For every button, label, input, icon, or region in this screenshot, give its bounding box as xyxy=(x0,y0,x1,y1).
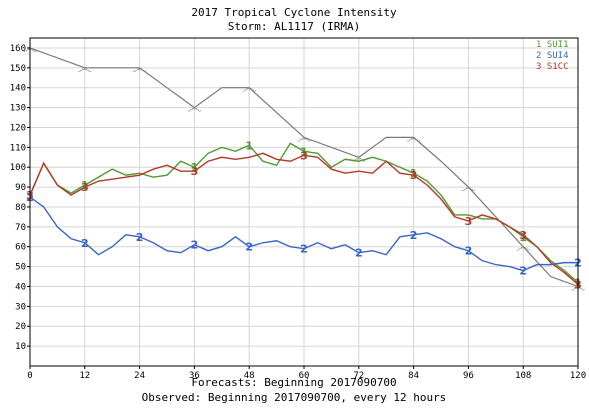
x-tick-label: 120 xyxy=(570,371,586,381)
x-tick-label: 60 xyxy=(299,371,310,381)
y-tick-label: 80 xyxy=(15,203,26,213)
observed-storm-symbol: ෴ xyxy=(78,59,92,77)
series-marker: 2 xyxy=(136,231,144,244)
y-tick-label: 30 xyxy=(15,302,26,312)
y-tick-label: 40 xyxy=(15,282,26,292)
series-marker: 2 xyxy=(355,247,363,260)
y-axis: 10 20 30 40 50 60 70 80 90 100 110 120 130 140 150 160 xyxy=(10,44,30,352)
series-line-sui4 xyxy=(29,196,578,272)
series-marker: 1 xyxy=(191,161,199,174)
series-marker: 3 xyxy=(300,149,308,162)
legend-entry: 3 S1CC xyxy=(536,62,569,72)
series-marker: 1 xyxy=(81,179,89,192)
x-tick-label: 84 xyxy=(408,371,419,381)
y-tick-label: 50 xyxy=(15,263,26,273)
y-tick-label: 150 xyxy=(10,64,26,74)
x-axis: 0 12 24 36 48 60 72 84 96 108 120 xyxy=(27,366,586,381)
series-marker: 2 xyxy=(519,265,527,278)
series-marker: 2 xyxy=(410,229,418,242)
plot-frame xyxy=(29,37,579,367)
x-tick-label: 12 xyxy=(79,371,90,381)
series-marker: 3 xyxy=(465,215,473,228)
y-tick-label: 60 xyxy=(15,243,26,253)
chart-subtitle: Storm: AL1117 (IRMA) xyxy=(228,20,360,33)
observed-storm-symbol: ෴ xyxy=(132,59,146,77)
series-marker: 2 xyxy=(465,245,473,258)
y-tick-label: 10 xyxy=(15,342,26,352)
legend-entry: 1 SUI1 xyxy=(536,40,569,50)
observed-storm-symbol: ෴ xyxy=(352,148,366,166)
series-marker: 1 xyxy=(245,139,253,152)
y-tick-label: 110 xyxy=(10,143,26,153)
series-marker: 1 xyxy=(300,145,308,158)
y-tick-label: 160 xyxy=(10,44,26,54)
series-line-s1cc xyxy=(29,152,579,286)
observed-storm-symbol: ෴ xyxy=(461,178,475,196)
forecast-series xyxy=(29,142,579,286)
y-tick-label: 130 xyxy=(10,104,26,114)
x-tick-label: 0 xyxy=(27,371,32,381)
series-marker: 2 xyxy=(191,239,199,252)
y-tick-label: 140 xyxy=(10,84,26,94)
footer-observed: Observed: Beginning 2017090700, every 12… xyxy=(142,391,447,404)
footer-forecasts: Forecasts: Beginning 2017090700 xyxy=(191,376,396,389)
series-marker: 2 xyxy=(245,241,253,254)
y-tick-label: 20 xyxy=(15,322,26,332)
y-tick-label: 70 xyxy=(15,223,26,233)
y-tick-label: 120 xyxy=(10,123,26,133)
y-tick-label: 100 xyxy=(10,163,26,173)
x-tick-label: 48 xyxy=(244,371,255,381)
series-marker: 3 xyxy=(81,181,89,194)
observed-storm-symbol: ෴ xyxy=(516,238,530,256)
series-marker: 2 xyxy=(81,237,89,250)
x-tick-label: 96 xyxy=(463,371,474,381)
observed-storm-symbol: ෴ xyxy=(406,128,420,146)
series-marker: 1 xyxy=(519,231,527,244)
series-marker: 3 xyxy=(519,229,527,242)
x-tick-label: 24 xyxy=(134,371,145,381)
series-marker: 1 xyxy=(410,167,418,180)
series-marker: 3 xyxy=(410,169,418,182)
series-marker: 3 xyxy=(191,165,199,178)
x-tick-label: 108 xyxy=(515,371,531,381)
series-line-sui1 xyxy=(29,142,579,284)
x-tick-label: 36 xyxy=(189,371,200,381)
observed-storm-symbol: ෴ xyxy=(242,79,256,97)
observed-storm-symbol: ෴ xyxy=(187,99,201,117)
series-marker: 2 xyxy=(300,243,308,256)
legend-entry: 2 SUI4 xyxy=(536,51,569,61)
chart-title: 2017 Tropical Cyclone Intensity xyxy=(191,6,397,19)
y-tick-label: 90 xyxy=(15,183,26,193)
observed-line xyxy=(29,47,579,288)
x-tick-label: 72 xyxy=(353,371,364,381)
observed-storm-symbol: ෴ xyxy=(297,128,311,146)
